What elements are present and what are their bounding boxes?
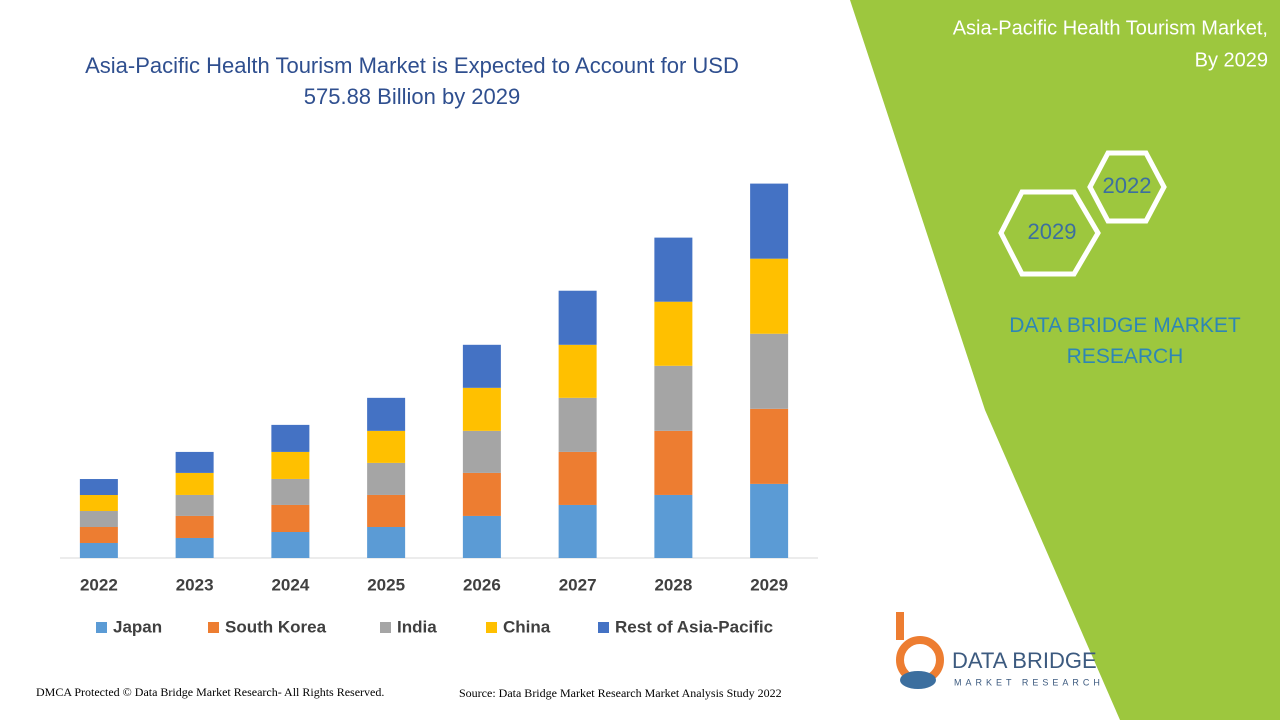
bar-segment xyxy=(271,504,310,532)
bar-segment xyxy=(462,472,501,516)
bar-segment xyxy=(175,451,214,473)
chart-title: Asia-Pacific Health Tourism Market is Ex… xyxy=(85,53,739,109)
bar-segment xyxy=(558,397,597,452)
x-tick-label: 2022 xyxy=(80,575,118,594)
side-title: Asia-Pacific Health Tourism Market, xyxy=(953,17,1268,39)
x-tick-label: 2026 xyxy=(463,575,501,594)
logo-tagline: MARKET RESEARCH xyxy=(954,677,1104,687)
bar-segment xyxy=(367,462,406,495)
bar-segment xyxy=(271,532,310,558)
bar-segment xyxy=(175,472,214,495)
bar-segment xyxy=(750,408,789,484)
x-tick-label: 2027 xyxy=(559,575,597,594)
hexagon xyxy=(998,189,1101,277)
bar-segment xyxy=(271,478,310,505)
bar-segment xyxy=(79,511,118,527)
bar-segment xyxy=(367,397,406,431)
bar-segment xyxy=(462,344,501,388)
bar-segment xyxy=(462,515,501,558)
bar-segment xyxy=(654,301,693,366)
legend-swatch xyxy=(208,622,219,633)
bar-segment xyxy=(654,237,693,302)
footer-right: Source: Data Bridge Market Research Mark… xyxy=(459,686,782,700)
x-tick-label: 2028 xyxy=(654,575,692,594)
bar-segment xyxy=(750,258,789,334)
legend-label: Japan xyxy=(113,617,162,636)
legend-label: India xyxy=(397,617,437,636)
legend-swatch xyxy=(96,622,107,633)
bar-segment xyxy=(367,430,406,463)
bar-segment xyxy=(558,451,597,505)
bar-segment xyxy=(750,333,789,409)
hexagon-label: 2029 xyxy=(1028,219,1077,244)
bar-segment xyxy=(175,537,214,558)
footer-left: DMCA Protected © Data Bridge Market Rese… xyxy=(36,685,384,699)
bar-segment xyxy=(654,365,693,431)
bar-segment xyxy=(462,387,501,431)
bar-segment xyxy=(750,483,789,558)
legend-swatch xyxy=(380,622,391,633)
brand: DATA BRIDGE MARKET RESEARCH xyxy=(1009,314,1241,368)
hexagon xyxy=(1087,150,1167,224)
bar-segment xyxy=(462,430,501,473)
logo-mark xyxy=(896,612,945,684)
bar-segment xyxy=(79,542,118,558)
legend-swatch xyxy=(486,622,497,633)
bar-segment xyxy=(175,515,214,538)
legend-swatch xyxy=(598,622,609,633)
bar-segment xyxy=(558,344,597,398)
logo-name: DATA BRIDGE xyxy=(952,648,1097,673)
side-panel-bg xyxy=(850,0,1280,720)
logo-mark xyxy=(900,671,936,689)
side-subtitle: By 2029 xyxy=(1195,49,1268,71)
legend-label: China xyxy=(503,617,551,636)
x-tick-label: 2029 xyxy=(750,575,788,594)
bar-segment xyxy=(558,290,597,345)
bar-segment xyxy=(558,504,597,558)
bar-segment xyxy=(654,494,693,558)
bar-segment xyxy=(367,526,406,558)
legend-label: Rest of Asia-Pacific xyxy=(615,617,773,636)
x-tick-label: 2023 xyxy=(176,575,214,594)
bar-segment xyxy=(271,424,310,452)
legend-label: South Korea xyxy=(225,617,327,636)
bar-segment xyxy=(750,183,789,259)
hexagon-label: 2022 xyxy=(1103,173,1152,198)
bar-segment xyxy=(79,495,118,512)
bar-segment xyxy=(271,451,310,479)
bar-segment xyxy=(79,526,118,543)
bar-segment xyxy=(367,494,406,527)
bar-segment xyxy=(175,494,214,516)
x-tick-label: 2025 xyxy=(367,575,405,594)
x-tick-label: 2024 xyxy=(271,575,309,594)
bar-segment xyxy=(79,479,118,496)
bar-segment xyxy=(654,430,693,495)
